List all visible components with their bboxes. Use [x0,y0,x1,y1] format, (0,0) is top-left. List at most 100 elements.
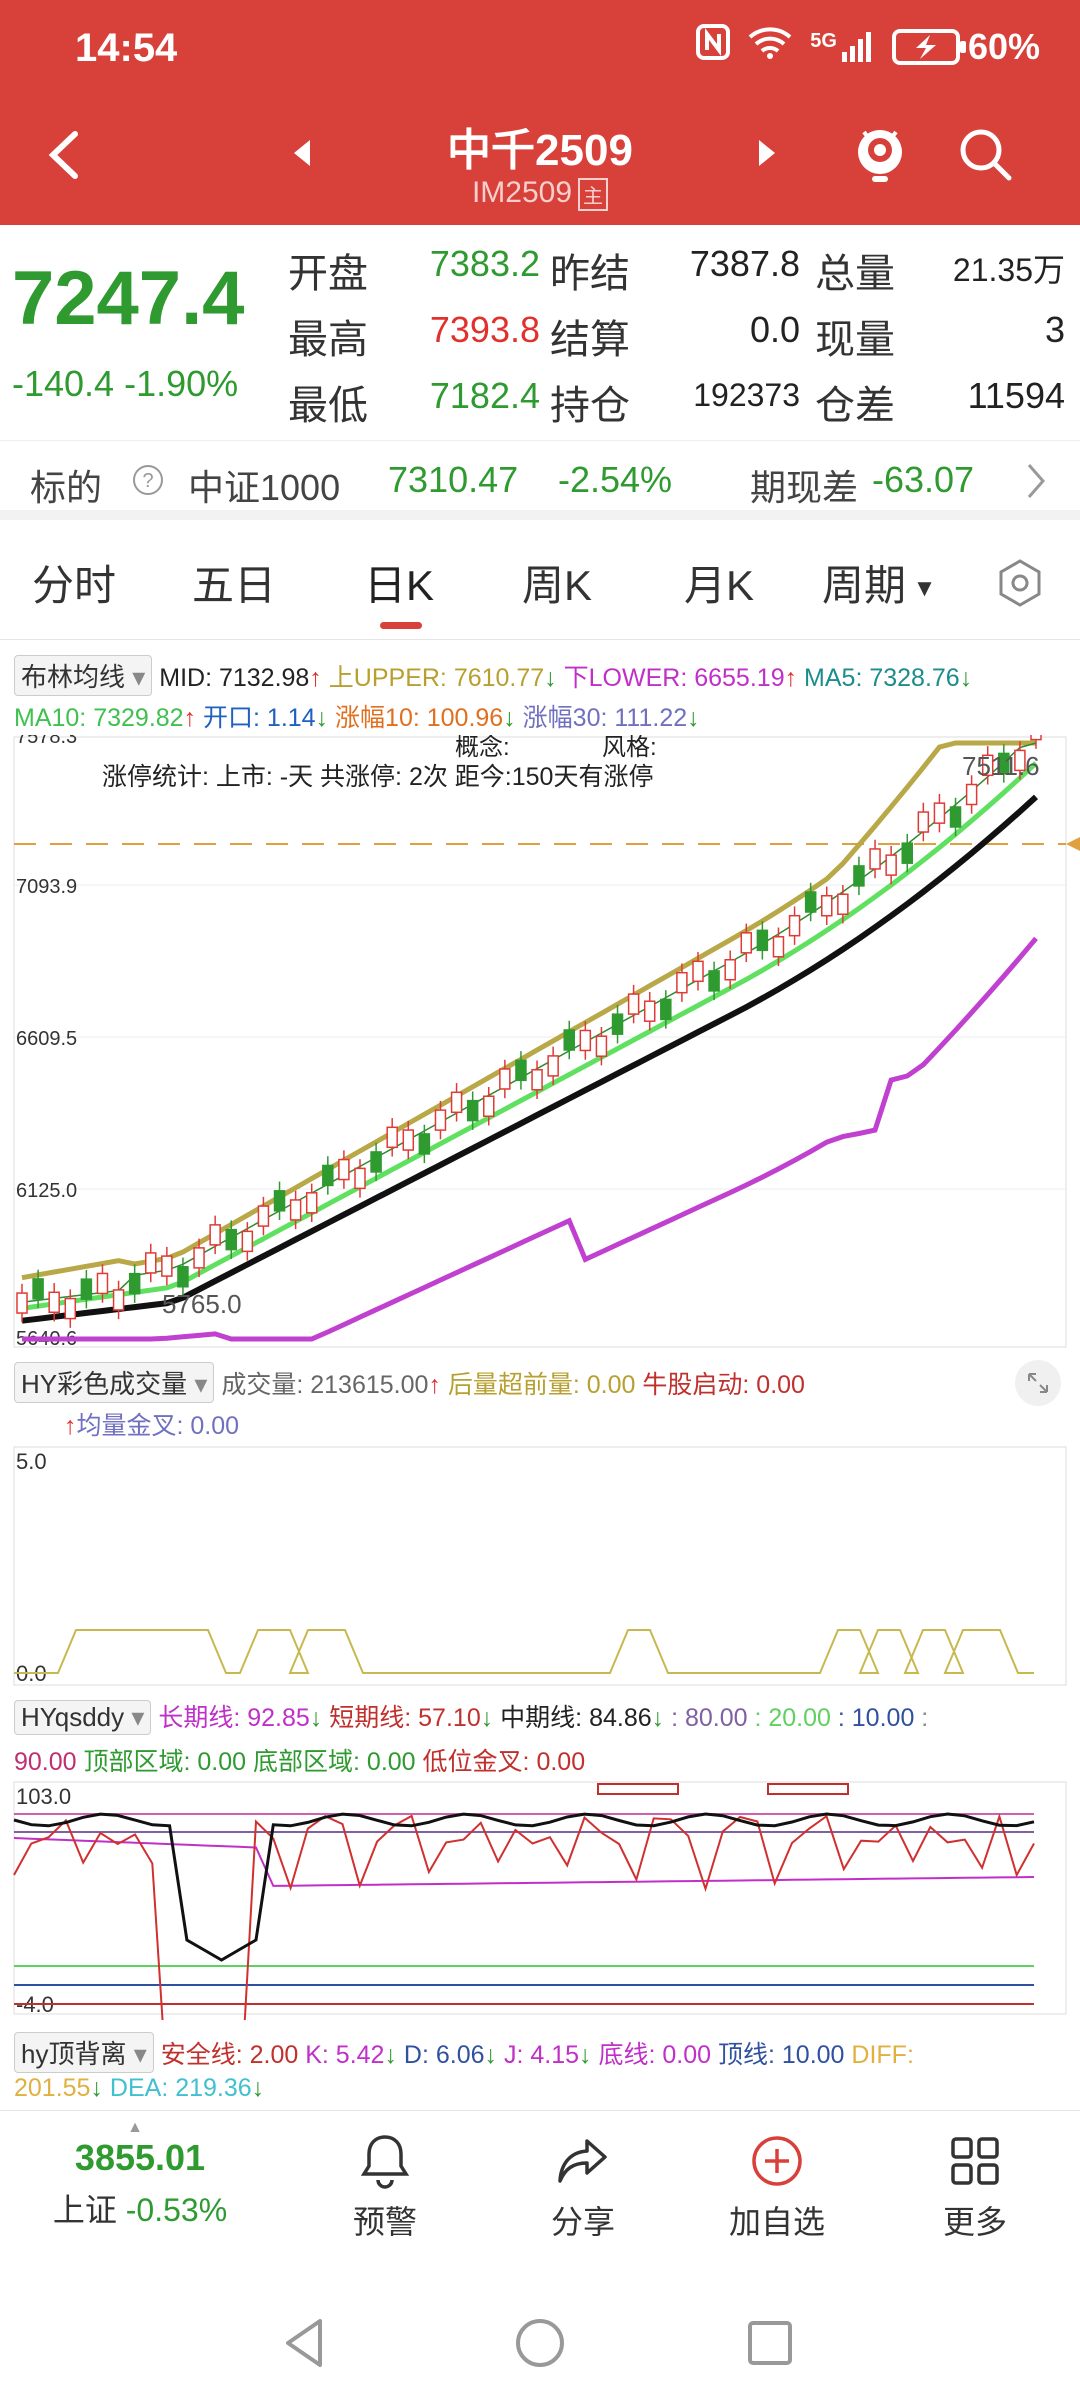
candle [466,1091,479,1130]
ma10-line [21,761,1038,1311]
candle [515,1051,527,1090]
settings-icon[interactable] [995,558,1045,613]
candle [837,885,849,924]
share-icon [558,2139,607,2183]
help-icon[interactable]: ? [132,463,164,505]
recents-square-icon[interactable] [744,2317,796,2369]
volume-legend-row1: HY彩色成交量 成交量: 213615.00↑ 后量超前量: 0.00 牛股启动… [14,1362,805,1403]
qsddy-chart[interactable]: 103.0 -4.0 [0,1780,1080,2020]
page-title: 中千2509 [447,126,633,175]
home-circle-icon[interactable] [512,2315,568,2371]
chevron-right-icon[interactable] [1025,461,1049,510]
bell-icon [360,2135,410,2189]
high-price-label: 7511.6 [962,751,1040,781]
tab-period[interactable]: 周期 ▼ [822,552,936,613]
boll-lines [21,740,1039,1342]
candle [981,746,994,785]
candle [370,1142,382,1182]
page-subtitle: IM2509 主 [0,176,1080,211]
candle [177,1257,189,1296]
qsddy-bottom: 底部区域: 0.00 [253,1748,416,1776]
header: 中千2509 IM2509 主 [0,100,1080,225]
ma5-line [21,742,1037,1304]
diverge-indicator-dropdown[interactable]: hy顶背离 [14,2032,154,2073]
candle [676,963,688,1002]
candle [547,1046,559,1086]
diverge-d: D: 6.06 [403,2041,485,2069]
candle [64,1289,77,1328]
tab-weekly-k[interactable]: 周K [522,562,593,609]
last-price-marker [1066,837,1080,851]
quote-value-volume: 21.35万 [952,252,1065,288]
concept-label: 概念: [455,735,510,761]
candle [611,1004,624,1044]
boll-ma10: MA10: 7329.82 [14,704,184,732]
search-button[interactable] [955,124,1015,184]
volume-cross: 均量金叉: 0.00 [76,1412,240,1440]
next-contract-button[interactable] [755,138,779,176]
arrow-down-icon: ↓ [579,2041,592,2069]
nav-alert[interactable]: 预警 [320,2133,450,2243]
volume-bull: 牛股启动: 0.00 [642,1371,805,1399]
tab-intraday[interactable]: 分时 [32,562,117,609]
boll-ma5: MA5: 7328.76 [804,664,960,692]
kline-frame [13,736,1067,1348]
contract-code: IM2509 [471,176,573,209]
expand-button[interactable] [1015,1360,1061,1406]
style-label: 风格: [602,735,657,761]
volume-y-top: 5.0 [16,1449,47,1474]
status-bar: 14:54 5G 60% [0,0,1080,100]
candle [965,775,978,814]
candle [853,856,865,896]
qsddy-short: 短期线: 57.10 [329,1704,481,1732]
volume-indicator-dropdown[interactable]: HY彩色成交量 [14,1362,215,1403]
arrow-down-icon: ↓ [651,1704,665,1732]
index-ticker[interactable]: ▲ 3855.01 上证 -0.53% [0,2119,280,2231]
nav-share[interactable]: 分享 [518,2133,648,2243]
volume-signal-line [14,1629,1034,1674]
volume-value: 成交量: 213615.00 [221,1371,429,1399]
tab-daily-k[interactable]: 日K [364,562,435,609]
battery-indicator: 60% [891,26,1040,68]
prev-contract-button[interactable] [290,138,314,176]
volume-chart[interactable]: 5.0 0.0 [0,1445,1080,1690]
candle [885,845,897,885]
nav-add-watchlist-label: 加自选 [728,2204,825,2240]
tab-monthly-k[interactable]: 月K [684,562,755,609]
candle [917,802,930,842]
candle [241,1222,254,1261]
quote-label-prev-settle: 昨结 [550,252,630,296]
quote-value-last-volume: 3 [1044,309,1065,350]
candle [499,1059,511,1099]
back-button[interactable] [30,120,100,190]
quote-label-open: 开盘 [288,252,368,296]
nav-more[interactable]: 更多 [910,2133,1040,2243]
candle [32,1269,44,1309]
qsddy-indicator-dropdown[interactable]: HYqsddy [14,1700,152,1735]
candle [338,1150,350,1189]
volume-frame [13,1446,1067,1686]
quote-label-last-volume: 现量 [815,318,895,362]
price-change: -140.4 -1.90% [12,363,238,405]
candle [225,1220,237,1259]
diverge-diff: 201.55 [14,2074,91,2102]
back-triangle-icon[interactable] [280,2315,330,2371]
quote-panel: 7247.4 -140.4 -1.90% 开盘 7383.2 昨结 7387.8… [0,225,1080,440]
qsddy-10: : 10.00 [837,1704,915,1732]
volume-legend-row2: ↑均量金叉: 0.00 [64,1406,239,1442]
underlying-name: 中证1000 [188,467,341,508]
underlying-row[interactable]: 标的 ? 中证1000 7310.47 -2.54% 期现差 -63.07 [0,440,1080,520]
top-bar: 14:54 5G 60% 中千250 [0,0,1080,225]
underlying-percent: -2.54% [558,459,673,500]
battery-icon [891,28,966,65]
nav-add-watchlist[interactable]: 加自选 [712,2133,842,2243]
quote-value-settle: 0.0 [749,309,800,350]
boll-indicator-dropdown[interactable]: 布林均线 [14,655,153,696]
candle [740,923,753,963]
mascot-icon[interactable] [850,122,910,186]
diverge-floor: 底线: 0.00 [598,2041,712,2069]
tab-five-day[interactable]: 五日 [192,562,277,609]
candle [949,797,962,837]
candle [579,1021,592,1060]
